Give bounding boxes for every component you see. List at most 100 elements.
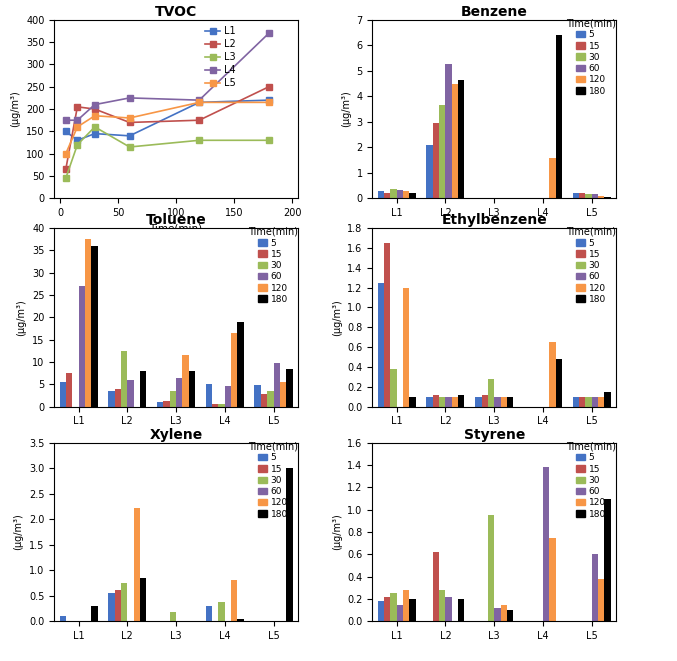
L2 <box>91 105 99 113</box>
Bar <box>500 397 507 407</box>
Bar <box>391 369 397 407</box>
Bar <box>458 599 464 621</box>
L1 <box>73 136 81 144</box>
Bar <box>255 385 261 407</box>
Bar <box>206 606 212 621</box>
Bar <box>427 397 433 407</box>
Bar <box>507 610 513 621</box>
Legend: 5, 15, 30, 60, 120, 180: 5, 15, 30, 60, 120, 180 <box>248 441 298 519</box>
Bar <box>500 605 507 621</box>
Bar <box>410 193 416 198</box>
L5 <box>62 150 70 158</box>
X-axis label: Time(min): Time(min) <box>150 223 202 233</box>
Bar <box>598 196 605 198</box>
L4 <box>125 94 133 102</box>
Bar <box>579 397 586 407</box>
Bar <box>170 612 176 621</box>
L1 <box>195 98 203 106</box>
Y-axis label: (μg/m³): (μg/m³) <box>341 91 351 128</box>
Bar <box>267 391 274 407</box>
Bar <box>452 397 458 407</box>
L3 <box>62 175 70 182</box>
L3 <box>73 141 81 149</box>
Bar <box>231 580 238 621</box>
Bar <box>391 594 397 621</box>
Bar <box>573 193 579 198</box>
Bar <box>238 619 244 621</box>
Bar <box>433 552 439 621</box>
Bar <box>439 590 445 621</box>
Y-axis label: (μg/m³): (μg/m³) <box>16 299 26 336</box>
Bar <box>238 322 244 407</box>
Y-axis label: (μg/m³): (μg/m³) <box>14 514 24 551</box>
Y-axis label: (μg/m³): (μg/m³) <box>10 91 20 128</box>
Bar <box>445 397 452 407</box>
Bar <box>549 157 556 198</box>
L4 <box>73 116 81 124</box>
L3 <box>195 136 203 144</box>
Bar <box>378 190 384 198</box>
Y-axis label: (μg/m³): (μg/m³) <box>332 299 342 336</box>
Bar <box>605 196 611 198</box>
L3 <box>91 123 99 131</box>
L5 <box>73 123 81 131</box>
Y-axis label: (μg/m³): (μg/m³) <box>332 514 342 551</box>
Bar <box>219 405 225 407</box>
Bar <box>592 397 598 407</box>
Bar <box>274 363 280 407</box>
Bar <box>206 384 212 407</box>
L1 <box>125 132 133 140</box>
Bar <box>85 239 91 407</box>
Bar <box>458 395 464 407</box>
L5 <box>265 98 273 106</box>
Bar <box>280 382 286 407</box>
Bar <box>433 395 439 407</box>
Bar <box>114 590 121 621</box>
Bar <box>494 397 500 407</box>
Bar <box>410 397 416 407</box>
Legend: 5, 15, 30, 60, 120, 180: 5, 15, 30, 60, 120, 180 <box>566 18 616 96</box>
L1 <box>62 128 70 136</box>
Line: L1: L1 <box>63 97 271 143</box>
Line: L3: L3 <box>63 124 271 181</box>
Bar <box>598 397 605 407</box>
Bar <box>91 246 97 407</box>
Bar <box>66 373 72 407</box>
Bar <box>219 602 225 621</box>
Bar <box>79 286 85 407</box>
Bar <box>182 355 189 407</box>
Legend: 5, 15, 30, 60, 120, 180: 5, 15, 30, 60, 120, 180 <box>566 226 616 304</box>
Bar <box>261 394 267 407</box>
L3 <box>265 136 273 144</box>
Bar <box>549 537 556 621</box>
Bar <box>127 379 133 407</box>
Bar <box>225 387 231 407</box>
Bar <box>384 597 391 621</box>
Bar <box>231 333 238 407</box>
Title: TVOC: TVOC <box>155 5 197 19</box>
L2 <box>195 116 203 124</box>
Bar <box>403 590 410 621</box>
Bar <box>579 193 586 198</box>
Bar <box>592 194 598 198</box>
Bar <box>452 83 458 198</box>
Bar <box>605 498 611 621</box>
Bar <box>378 283 384 407</box>
Bar <box>586 397 592 407</box>
Bar <box>140 578 146 621</box>
Bar <box>410 599 416 621</box>
Legend: L1, L2, L3, L4, L5: L1, L2, L3, L4, L5 <box>205 26 236 88</box>
L4 <box>195 97 203 104</box>
Bar <box>556 359 562 407</box>
Bar <box>605 391 611 407</box>
L4 <box>62 116 70 124</box>
Bar <box>391 188 397 198</box>
L5 <box>195 98 203 106</box>
Bar <box>481 395 488 407</box>
Bar <box>121 351 127 407</box>
Bar <box>397 190 403 198</box>
Legend: 5, 15, 30, 60, 120, 180: 5, 15, 30, 60, 120, 180 <box>566 441 616 519</box>
Bar <box>157 402 163 407</box>
L3 <box>125 143 133 151</box>
Bar <box>163 401 170 407</box>
